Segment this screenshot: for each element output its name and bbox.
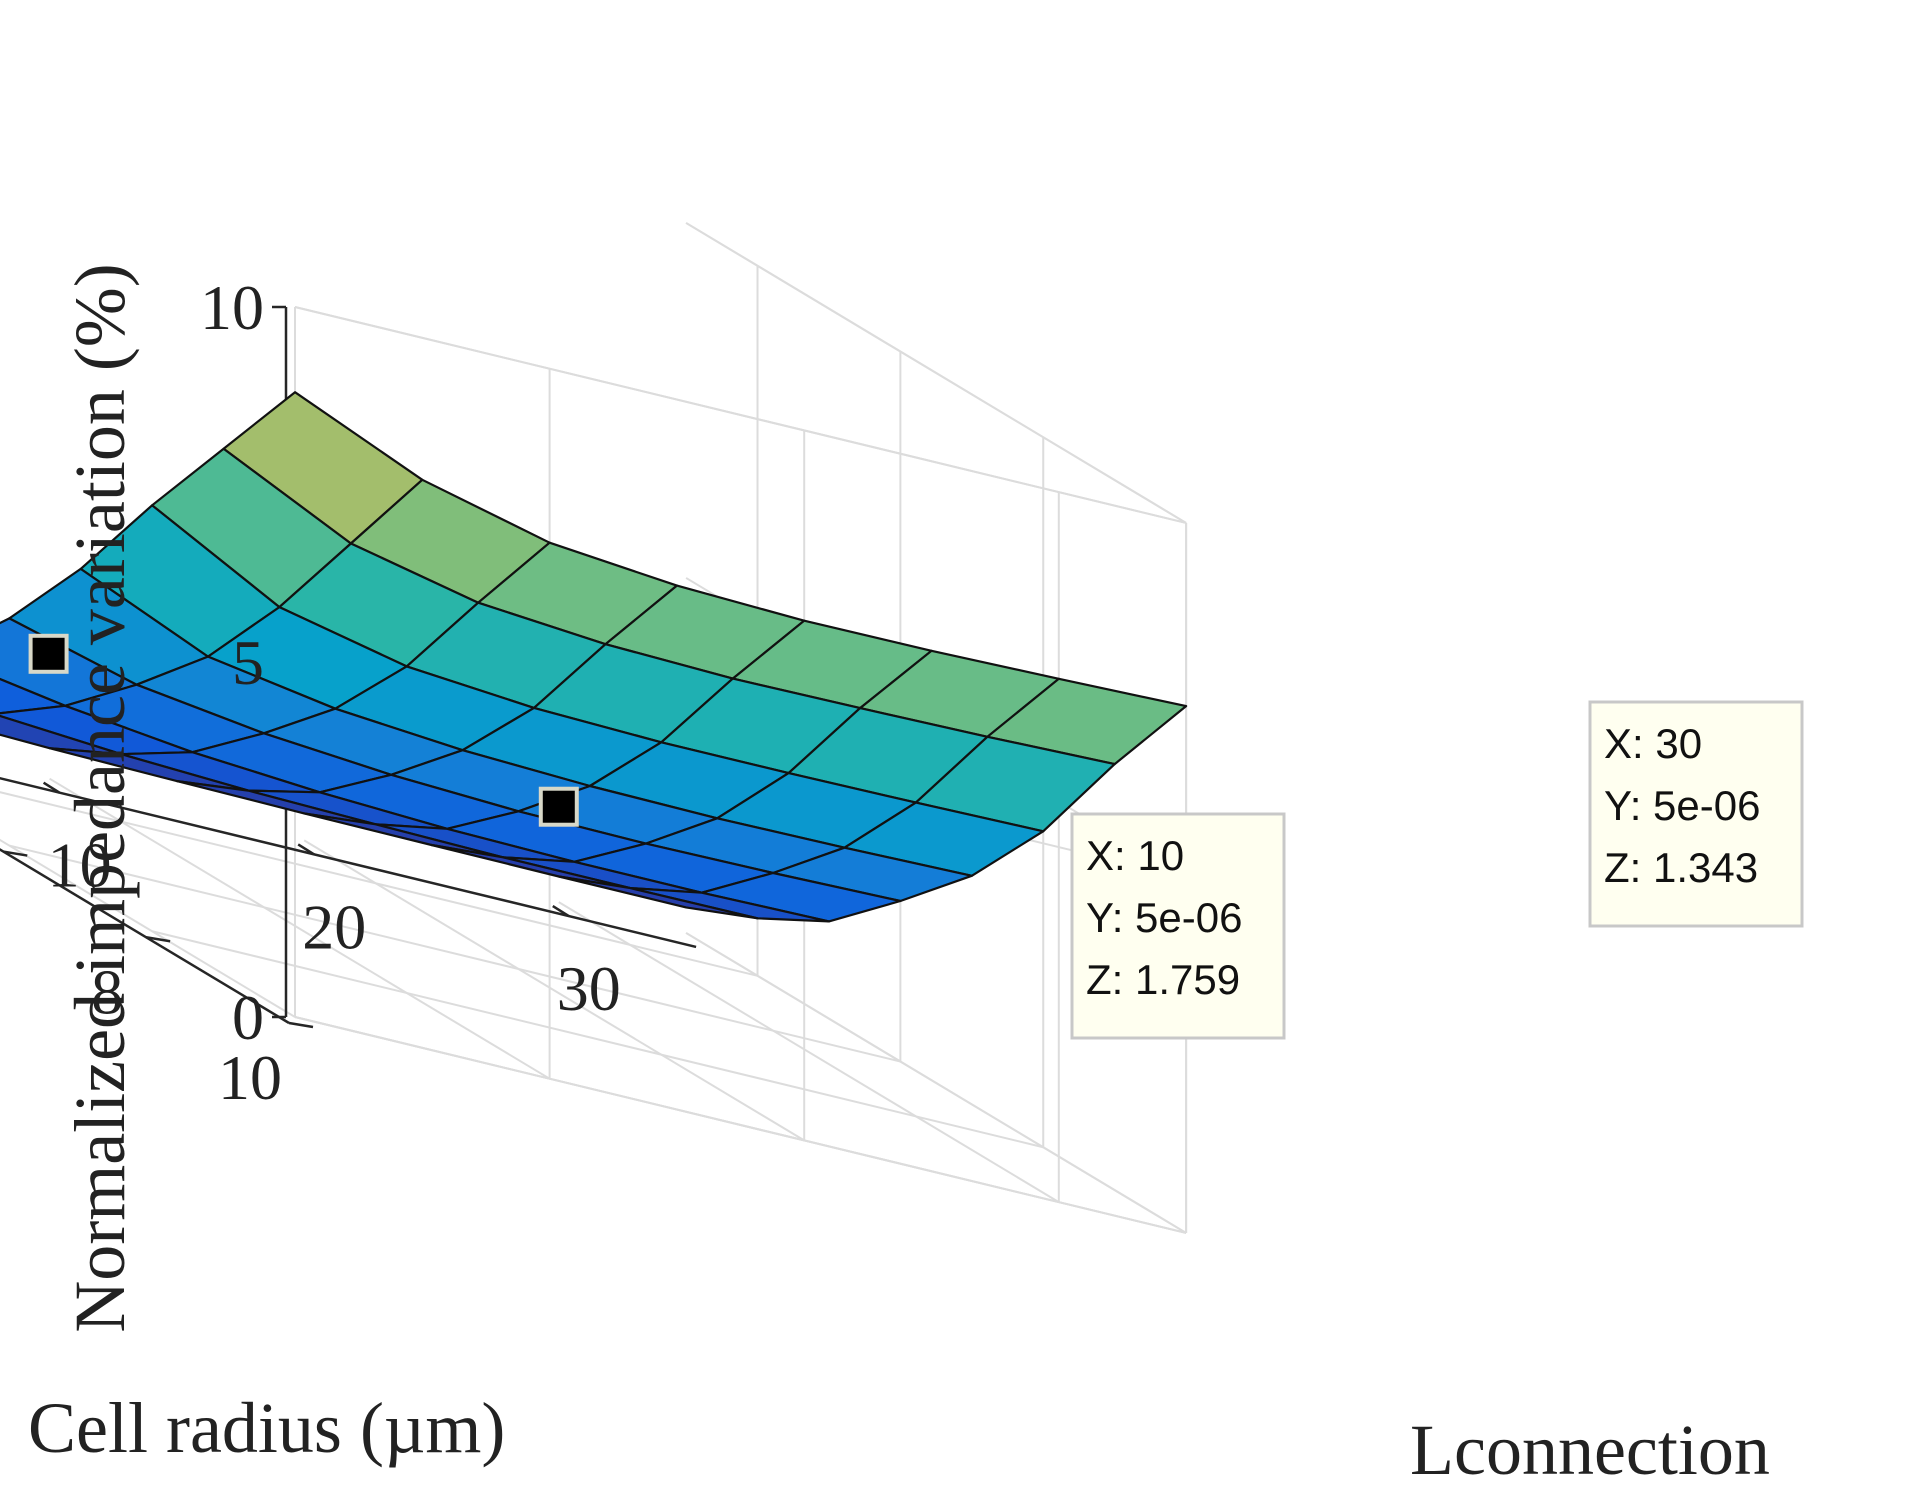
y-tick-label: 10	[218, 1042, 282, 1113]
z-axis-title: Normalized impedance variation (%)	[60, 263, 140, 1333]
grid-line	[151, 930, 1044, 1149]
box-edge	[294, 306, 1187, 524]
grid-lines	[0, 222, 1188, 1234]
y-axis-title: Cell radius (µm)	[28, 1388, 505, 1468]
y-tick-mark	[3, 850, 28, 857]
data-tip-text: Z: 1.343	[1604, 844, 1758, 891]
y-tick-mark	[145, 936, 171, 943]
x-tick-label: 20	[302, 891, 366, 962]
y-tick-label: 8	[91, 956, 123, 1027]
data-tip-text: X: 10	[1086, 832, 1184, 879]
x-tick-mark	[42, 781, 61, 794]
z-tick-label: 0	[232, 982, 264, 1053]
y-axis-line	[0, 848, 290, 1025]
tick-labels: 0510468100102030	[48, 272, 621, 1113]
x-axis-title: Lconnection	[1410, 1410, 1770, 1490]
grid-line	[0, 791, 758, 977]
data-tips: X: 10 Y: 5e-06 Z: 1.759 X: 30 Y: 5e-06 Z: 1.3…	[28, 633, 1804, 1040]
data-tip-text: Y: 5e-06	[1086, 894, 1242, 941]
z-tick-label: 5	[232, 627, 264, 698]
data-tip-box	[1588, 700, 1804, 928]
grid-line	[0, 838, 296, 1018]
data-tip-box	[1070, 812, 1286, 1040]
grid-line	[49, 777, 551, 1080]
box-edge	[685, 222, 1187, 524]
data-tip-marker	[28, 633, 69, 674]
x-tick-mark	[552, 905, 570, 918]
x-tick-mark	[297, 843, 315, 856]
z-tick-label: 10	[200, 272, 264, 343]
grid-line	[303, 839, 805, 1142]
surface-patch	[557, 875, 759, 920]
box-edge	[294, 1016, 1187, 1234]
data-tip-text: X: 30	[1604, 720, 1702, 767]
data-tip-marker	[538, 786, 579, 827]
y-tick-mark	[288, 1021, 314, 1029]
x-axis-line	[0, 776, 697, 949]
grid-line	[9, 844, 901, 1063]
data-tip-text: Y: 5e-06	[1604, 782, 1760, 829]
grid-line	[558, 901, 1060, 1203]
x-tick-label: 10	[48, 830, 112, 901]
box-edge	[685, 932, 1187, 1234]
data-tip-text: Z: 1.759	[1086, 956, 1240, 1003]
surface	[0, 391, 1188, 923]
x-tick-label: 30	[557, 953, 621, 1024]
